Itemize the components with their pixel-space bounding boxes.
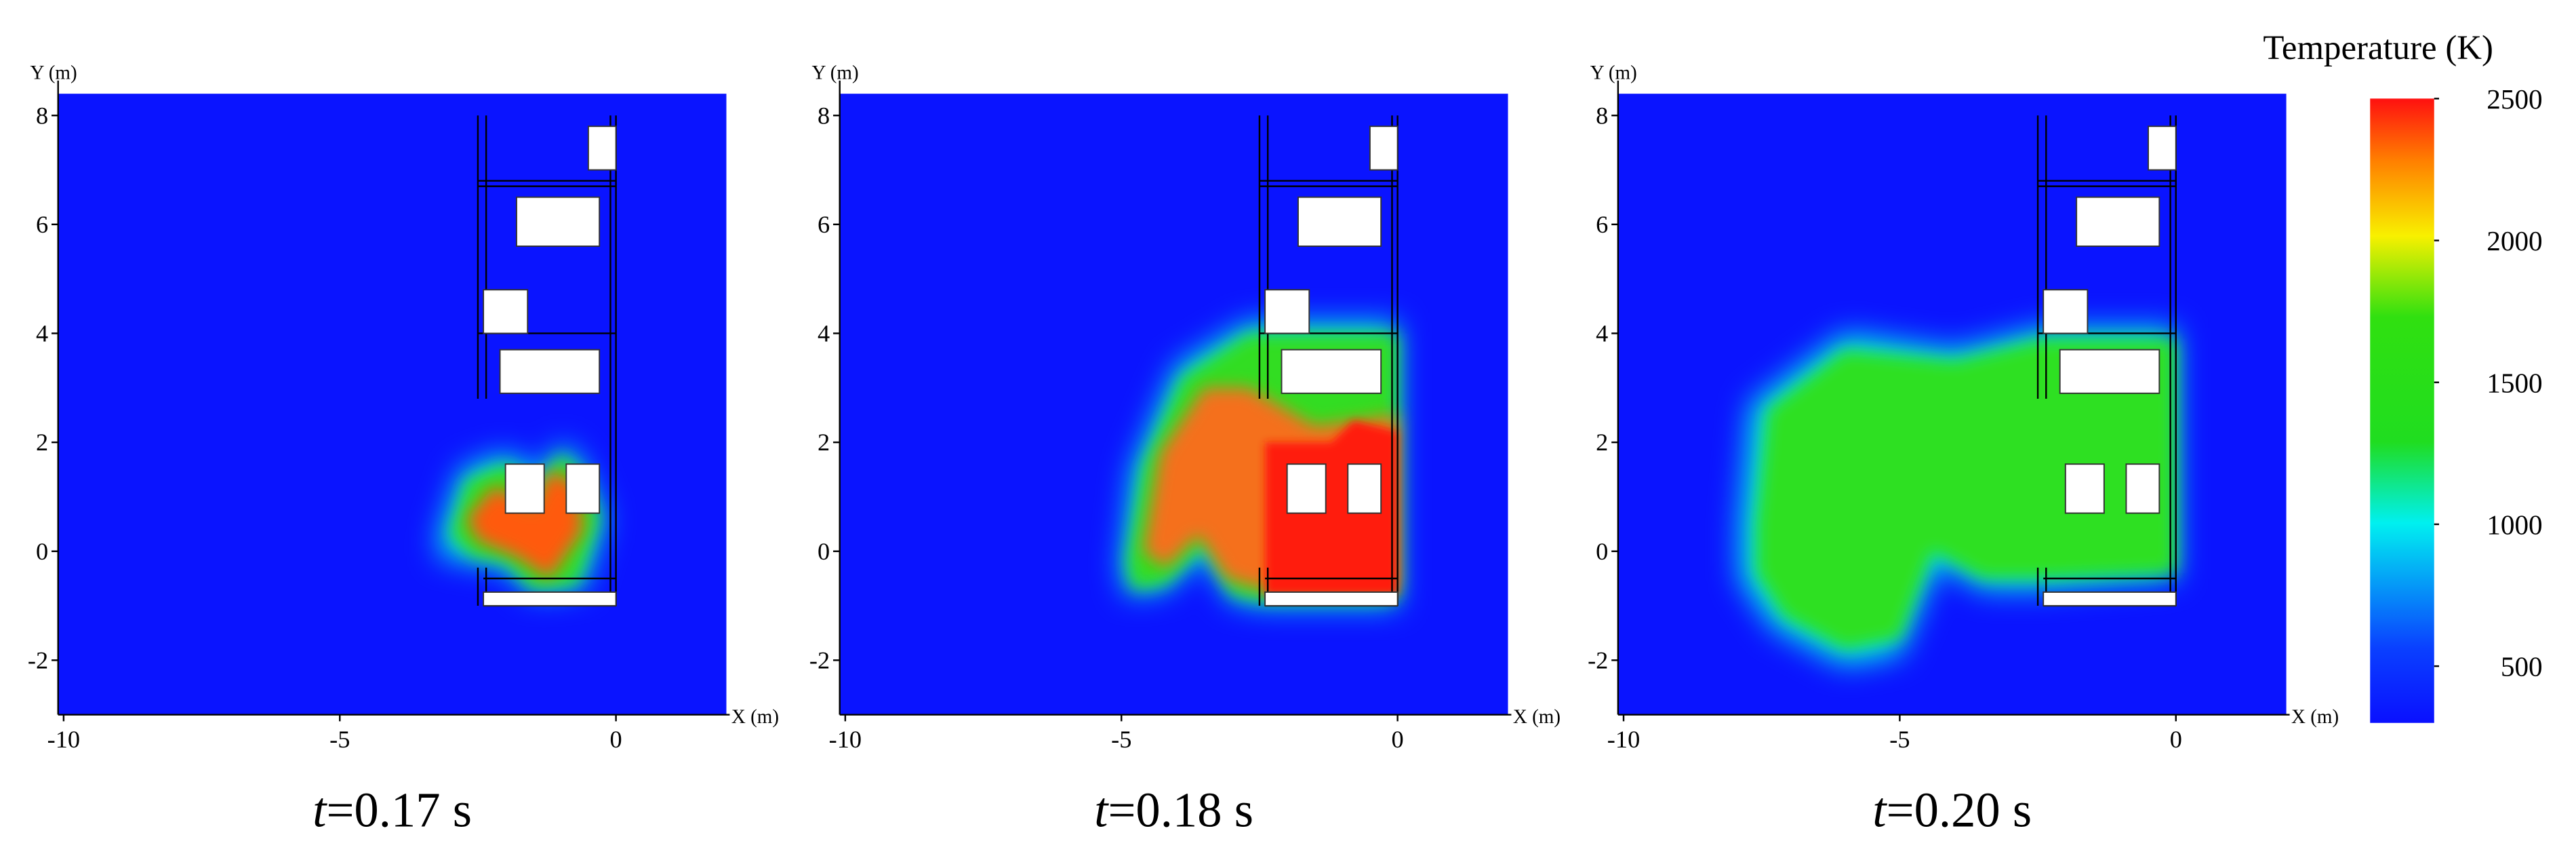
- caption: t=0.17 s: [313, 782, 472, 837]
- y-axis-label: Y (m): [1590, 62, 1637, 83]
- y-tick-label: 8: [36, 102, 48, 129]
- colorbar-title: Temperature (K): [2263, 29, 2493, 67]
- y-tick-label: 4: [818, 320, 830, 347]
- caption-value: =0.18 s: [1108, 782, 1253, 837]
- obstacle: [504, 463, 545, 514]
- obstacle: [2042, 591, 2177, 607]
- obstacle: [1264, 289, 1310, 334]
- colorbar-tick-label: 500: [2501, 651, 2543, 682]
- caption-value: =0.20 s: [1887, 782, 2032, 837]
- x-tick-label: 0: [2170, 726, 2182, 753]
- y-tick-label: 6: [1596, 211, 1608, 238]
- caption: t=0.18 s: [1094, 782, 1253, 837]
- x-tick-label: 0: [1392, 726, 1404, 753]
- y-tick-label: 6: [818, 211, 830, 238]
- hot-region: [466, 469, 583, 579]
- colorbar-tick-label: 2000: [2487, 225, 2542, 256]
- y-tick-label: 2: [818, 429, 830, 456]
- x-tick-label: 0: [610, 726, 622, 753]
- obstacle: [499, 349, 601, 394]
- colorbar-tick-label: 1500: [2487, 367, 2542, 398]
- y-tick-label: -2: [28, 646, 48, 674]
- obstacle: [2064, 463, 2105, 514]
- caption-value: =0.17 s: [326, 782, 472, 837]
- caption-variable: t: [1094, 782, 1109, 837]
- y-tick-label: 4: [36, 320, 48, 347]
- x-axis-label: X (m): [2291, 706, 2339, 728]
- plot-area: [58, 94, 727, 715]
- obstacle: [516, 196, 601, 247]
- y-tick-label: 0: [36, 538, 48, 565]
- obstacle: [2148, 125, 2177, 171]
- obstacle: [1347, 463, 1382, 514]
- y-tick-label: 8: [818, 102, 830, 129]
- y-tick-label: 4: [1596, 320, 1608, 347]
- colorbar-tick-label: 2500: [2487, 83, 2542, 115]
- obstacle: [1264, 591, 1398, 607]
- y-tick-label: 8: [1596, 102, 1608, 129]
- x-tick-label: -10: [1607, 726, 1640, 753]
- obstacle: [1286, 463, 1327, 514]
- colorbar-tick-label: 1000: [2487, 509, 2542, 540]
- caption-variable: t: [313, 782, 327, 837]
- obstacle: [2076, 196, 2160, 247]
- caption-variable: t: [1872, 782, 1887, 837]
- hot-region: [1756, 338, 2176, 650]
- obstacle: [2042, 289, 2089, 334]
- y-tick-label: 0: [818, 538, 830, 565]
- y-tick-label: 2: [1596, 429, 1608, 456]
- y-axis-label: Y (m): [812, 62, 859, 83]
- x-tick-label: -5: [1111, 726, 1131, 753]
- plot-area: [1617, 94, 2287, 715]
- colorbar: [2370, 98, 2434, 723]
- obstacle: [1281, 349, 1382, 394]
- x-axis-label: X (m): [731, 706, 779, 728]
- caption: t=0.20 s: [1872, 782, 2032, 837]
- obstacle: [587, 125, 617, 171]
- x-tick-label: -10: [829, 726, 862, 753]
- obstacle: [565, 463, 601, 514]
- y-tick-label: 2: [36, 429, 48, 456]
- obstacle: [483, 591, 617, 607]
- y-tick-label: 6: [36, 211, 48, 238]
- obstacle: [1369, 125, 1398, 171]
- x-tick-label: -5: [329, 726, 350, 753]
- y-axis-label: Y (m): [31, 62, 77, 83]
- obstacle: [2059, 349, 2160, 394]
- x-tick-label: -5: [1889, 726, 1910, 753]
- obstacle: [2125, 463, 2160, 514]
- obstacle: [483, 289, 529, 334]
- y-tick-label: -2: [809, 646, 830, 674]
- x-tick-label: -10: [47, 726, 80, 753]
- y-tick-label: 0: [1596, 538, 1608, 565]
- x-axis-label: X (m): [1513, 706, 1561, 728]
- field-background: [58, 94, 727, 715]
- y-tick-label: -2: [1588, 646, 1608, 674]
- plot-area: [839, 94, 1508, 715]
- obstacle: [1297, 196, 1382, 247]
